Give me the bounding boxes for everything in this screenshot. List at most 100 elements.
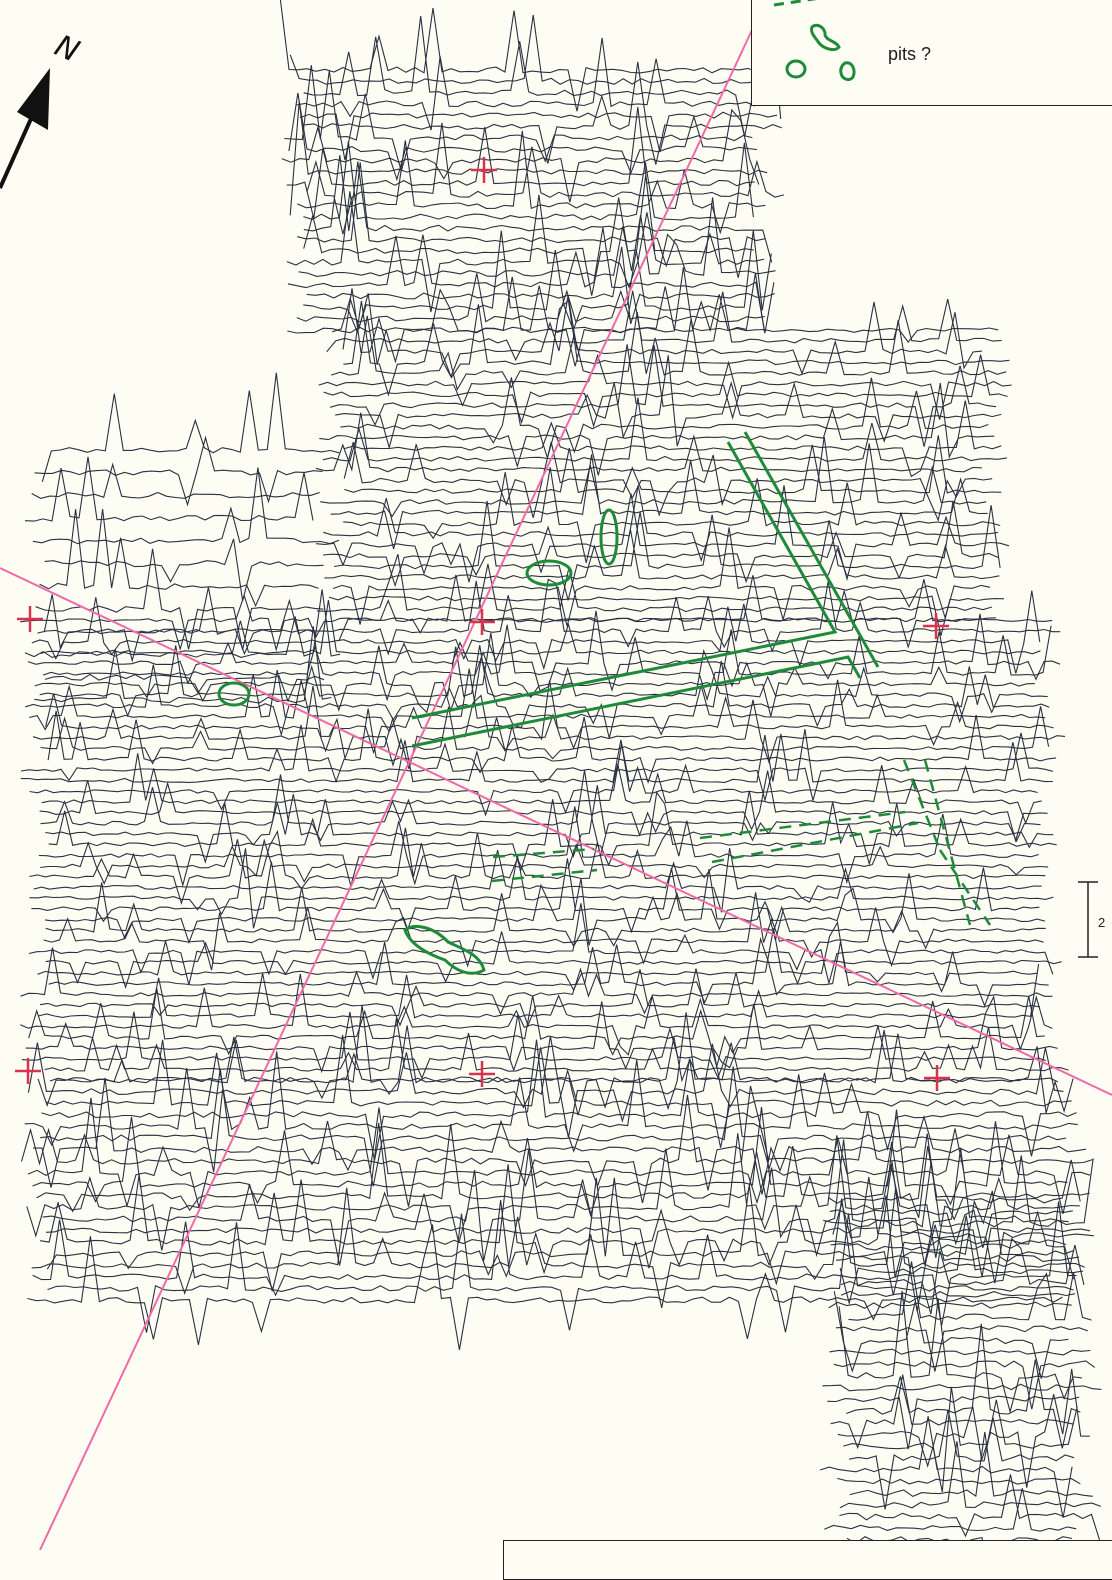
survey-trace <box>823 1155 1094 1228</box>
survey-trace <box>47 708 1057 784</box>
survey-trace <box>20 973 1053 1056</box>
survey-trace <box>839 1215 1084 1306</box>
survey-trace <box>833 1291 1069 1379</box>
survey-trace <box>20 724 1054 803</box>
survey-trace <box>27 1036 1064 1138</box>
survey-trace <box>20 588 1053 652</box>
survey-trace <box>40 706 1050 765</box>
grid-marker <box>923 613 949 639</box>
survey-trace <box>36 1122 1090 1218</box>
survey-trace <box>281 108 760 203</box>
survey-trace <box>286 107 755 219</box>
pit-feature <box>525 559 573 587</box>
grid-marker <box>15 1058 41 1084</box>
survey-trace <box>48 936 1049 1008</box>
grid-marker <box>471 157 497 183</box>
survey-trace <box>829 1348 1091 1356</box>
survey-trace <box>38 964 1040 1019</box>
survey-trace <box>45 785 1054 867</box>
survey-trace <box>48 790 1057 873</box>
survey-trace <box>297 162 766 278</box>
survey-trace <box>828 1301 1072 1309</box>
survey-trace <box>332 527 991 627</box>
survey-trace <box>41 753 1042 825</box>
survey-trace <box>37 1004 1074 1116</box>
survey-trace <box>32 1200 1077 1326</box>
grid-marker <box>469 1061 495 1087</box>
survey-trace <box>328 595 1005 636</box>
pit-outline-icon <box>785 23 856 82</box>
survey-trace <box>42 1139 1069 1266</box>
survey-trace <box>45 931 1062 990</box>
survey-trace <box>29 668 1046 736</box>
survey-trace <box>303 230 772 334</box>
survey-trace <box>344 400 1002 478</box>
survey-trace <box>45 882 1046 950</box>
survey-trace <box>40 600 1041 655</box>
grid-marker <box>17 606 43 632</box>
survey-trace <box>833 1360 1096 1410</box>
survey-trace <box>40 1066 1067 1187</box>
survey-trace <box>43 892 1044 971</box>
survey-trace <box>319 383 995 476</box>
survey-trace <box>40 838 1049 885</box>
survey-trace <box>848 1261 1092 1321</box>
pit-feature <box>599 508 619 566</box>
survey-trace <box>34 435 323 507</box>
survey-trace <box>41 372 340 482</box>
survey-trace <box>849 1431 1093 1498</box>
survey-trace <box>304 61 782 165</box>
survey-trace <box>848 1409 1075 1510</box>
survey-trace <box>343 299 1010 397</box>
survey-trace <box>331 311 1007 391</box>
survey-trace <box>822 1383 1102 1392</box>
survey-trace <box>26 1133 1080 1258</box>
survey-trace <box>299 111 778 161</box>
survey-trace <box>38 806 1039 889</box>
survey-trace <box>837 1368 1090 1488</box>
survey-trace <box>287 227 775 334</box>
survey-trace <box>24 1051 1078 1173</box>
survey-trace <box>20 729 1053 784</box>
legend-symbols <box>773 0 856 82</box>
survey-trace <box>42 624 1052 702</box>
survey-trace <box>27 1224 1063 1350</box>
survey-trace <box>344 435 1002 495</box>
survey-trace <box>315 485 1010 583</box>
survey-trace <box>45 1161 1091 1277</box>
survey-trace <box>45 1034 1072 1148</box>
survey-trace <box>39 968 1041 1027</box>
survey-trace <box>44 673 325 703</box>
survey-trace <box>39 509 319 608</box>
survey-trace <box>44 1017 1069 1072</box>
survey-trace <box>303 155 773 263</box>
survey-trace <box>326 290 1002 362</box>
survey-trace <box>296 273 765 323</box>
survey-trace <box>335 355 1002 450</box>
survey-trace <box>28 903 1054 986</box>
north-arrow-shaft <box>0 111 36 189</box>
survey-trace <box>303 15 782 137</box>
survey-trace <box>840 1237 1085 1315</box>
survey-trace <box>32 1077 1087 1195</box>
dashed-line-icon <box>773 0 818 7</box>
survey-trace <box>839 1441 1102 1509</box>
survey-trace <box>838 1290 1083 1414</box>
survey-trace <box>334 500 1001 601</box>
survey-trace <box>47 1213 1074 1333</box>
survey-trace <box>288 92 757 182</box>
survey-trace <box>298 197 776 277</box>
survey-trace <box>43 578 1061 663</box>
survey-trace <box>49 1033 1059 1100</box>
survey-trace <box>37 587 317 656</box>
survey-trace <box>20 1085 1093 1207</box>
north-arrow-label: N <box>50 28 85 69</box>
grid-line-ne <box>39 29 753 1550</box>
survey-trace <box>39 770 1048 843</box>
survey-trace <box>25 995 1058 1074</box>
pit-feature <box>217 681 251 707</box>
survey-trace <box>45 679 1054 755</box>
survey-trace <box>342 288 983 379</box>
lower-info-box <box>503 1540 1112 1580</box>
